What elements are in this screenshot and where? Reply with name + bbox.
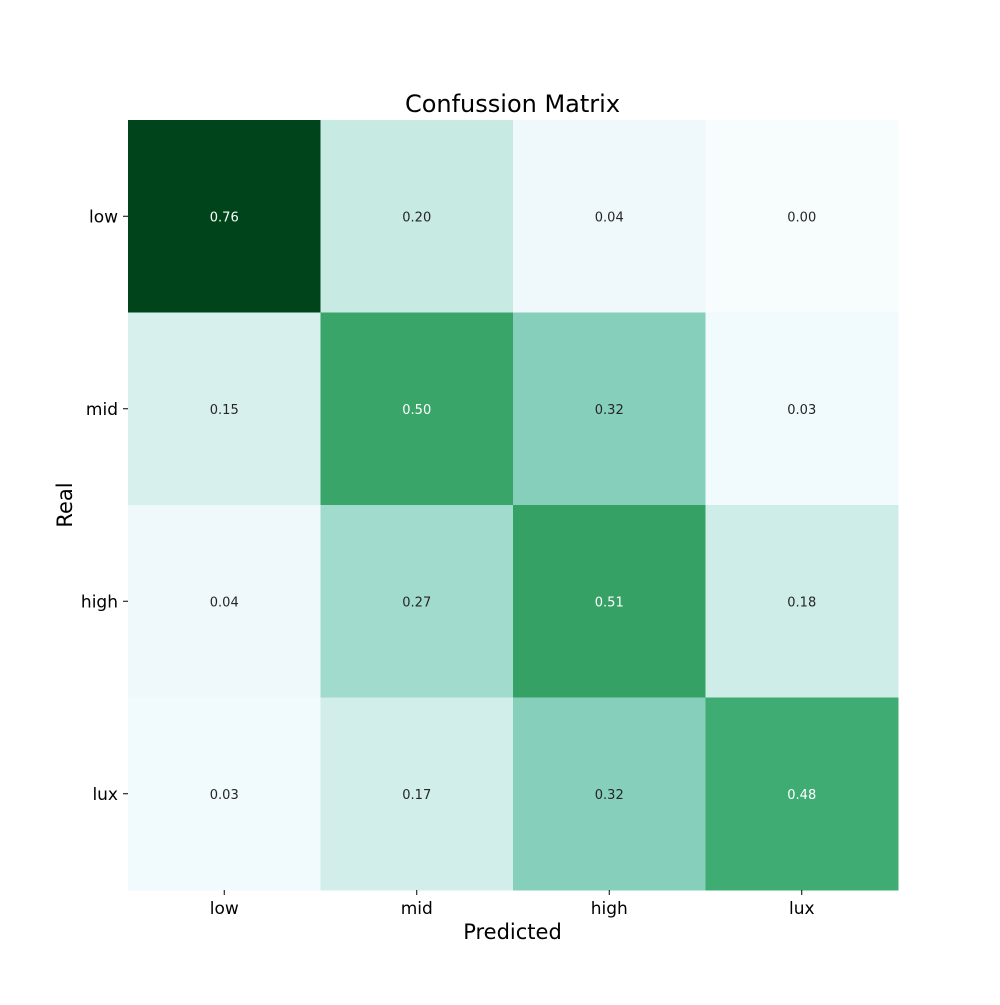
cell-value-label: 0.00	[787, 210, 816, 225]
heatmap-cell	[705, 697, 899, 891]
x-tick-label: mid	[401, 899, 433, 919]
cell-value-label: 0.20	[402, 210, 431, 225]
heatmap-cell	[128, 120, 321, 313]
cell-value-label: 0.32	[595, 403, 624, 418]
cell-value-label: 0.50	[402, 403, 431, 418]
cell-value-label: 0.32	[595, 788, 624, 803]
x-axis-label: Predicted	[463, 920, 562, 944]
heatmap-cell	[128, 697, 321, 891]
heatmap-cell	[705, 120, 899, 313]
y-tick-label: lux	[92, 785, 118, 805]
x-axis-ticks: low mid high lux	[210, 890, 815, 919]
cell-value-label: 0.04	[595, 210, 624, 225]
x-tick-label: low	[210, 899, 239, 919]
cell-value-label: 0.76	[210, 210, 239, 225]
cell-value-label: 0.27	[402, 595, 431, 610]
heatmap-cells: 0.76 0.20 0.04 0.00 0.15 0.50 0.32 0.03 0.04 0.27…	[128, 120, 899, 891]
chart-title: Confussion Matrix	[405, 90, 620, 118]
heatmap-cell	[128, 312, 321, 506]
cell-value-label: 0.48	[787, 788, 816, 803]
heatmap-cell	[513, 697, 706, 891]
heatmap-cell	[705, 312, 899, 506]
cell-value-label: 0.03	[210, 788, 239, 803]
heatmap-cell	[320, 312, 514, 506]
y-tick-label: low	[89, 207, 118, 227]
heatmap-cell	[513, 312, 706, 506]
y-axis-label: Real	[53, 482, 77, 527]
heatmap-cell	[128, 505, 321, 698]
cell-value-label: 0.15	[210, 403, 239, 418]
cell-value-label: 0.17	[402, 788, 431, 803]
heatmap-cell	[320, 505, 514, 698]
x-tick-label: high	[591, 899, 628, 919]
heatmap-cell	[320, 697, 514, 891]
cell-value-label: 0.03	[787, 403, 816, 418]
heatmap-cell	[513, 505, 706, 698]
heatmap-cell	[705, 505, 899, 698]
y-tick-label: mid	[86, 400, 118, 420]
cell-value-label: 0.04	[210, 595, 239, 610]
y-tick-label: high	[81, 592, 118, 612]
cell-value-label: 0.51	[595, 595, 624, 610]
y-axis-ticks: low mid high lux	[81, 207, 128, 805]
heatmap-cell	[513, 120, 706, 313]
cell-value-label: 0.18	[787, 595, 816, 610]
x-tick-label: lux	[789, 899, 815, 919]
heatmap-cell	[320, 120, 514, 313]
